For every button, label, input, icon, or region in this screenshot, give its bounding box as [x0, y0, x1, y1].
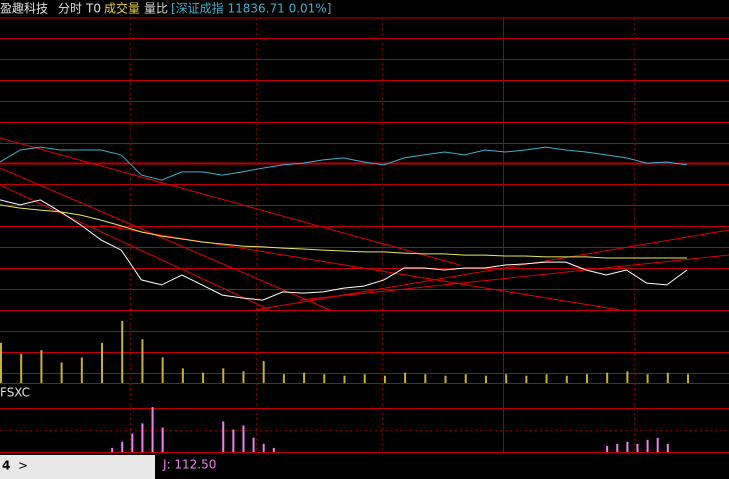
series-line — [0, 204, 687, 259]
bar — [121, 441, 124, 452]
tab[interactable]: 分时 — [58, 2, 82, 16]
stock-name: 盈趣科技 — [0, 1, 48, 16]
bar — [424, 374, 427, 383]
bar — [141, 423, 144, 452]
bar — [40, 350, 43, 383]
tab[interactable]: T0 — [85, 2, 101, 16]
trend-lines — [0, 137, 729, 311]
trend-line — [99, 224, 621, 311]
bar — [626, 441, 629, 452]
bar — [111, 447, 114, 452]
bar — [282, 374, 285, 383]
bar — [666, 443, 669, 452]
bar — [343, 375, 346, 383]
tab-bar[interactable] — [0, 455, 155, 479]
tab-number[interactable]: 4 — [2, 459, 10, 473]
trend-line — [0, 167, 331, 311]
bar — [525, 375, 528, 383]
bar — [262, 361, 265, 383]
bar — [303, 372, 306, 383]
bar — [262, 443, 265, 452]
series-line — [0, 199, 688, 301]
bar — [20, 353, 23, 383]
bar — [545, 374, 548, 383]
bar — [585, 374, 588, 383]
trend-line — [0, 137, 461, 266]
bar — [565, 375, 568, 383]
indicator-name: FSXC — [0, 386, 30, 400]
bar — [0, 342, 2, 383]
index-info: [深证成指 11836.71 0.01%] — [171, 1, 331, 16]
volume-label: 成交量 — [104, 1, 140, 16]
bar — [252, 437, 255, 452]
bar — [141, 339, 144, 383]
bar — [606, 372, 609, 383]
tab-arrow[interactable]: > — [18, 459, 28, 473]
trend-line — [299, 254, 729, 301]
bar — [444, 375, 447, 383]
bar — [666, 372, 669, 383]
bar — [151, 407, 154, 452]
bar — [272, 447, 275, 452]
bar — [181, 368, 184, 383]
bar — [121, 320, 124, 383]
bar — [363, 374, 366, 383]
bar — [636, 443, 639, 452]
bar — [222, 421, 225, 452]
bar — [161, 427, 164, 452]
bar — [242, 425, 245, 452]
bar — [202, 372, 205, 383]
bar — [484, 375, 487, 383]
bar — [626, 371, 629, 383]
bar — [687, 374, 689, 383]
bar — [161, 357, 164, 383]
bar — [505, 374, 508, 383]
trend-line — [0, 184, 271, 311]
bar — [80, 357, 83, 383]
bar — [232, 429, 235, 452]
bar — [464, 374, 467, 383]
bar — [222, 368, 225, 383]
bar — [242, 371, 245, 383]
bar — [606, 445, 609, 452]
bar — [131, 433, 134, 452]
bar — [656, 437, 659, 452]
series-line — [0, 146, 688, 181]
bar — [404, 372, 407, 383]
ratio-label: 量比 — [144, 2, 168, 16]
bar — [101, 342, 104, 383]
bar — [383, 375, 386, 383]
indicator-value: J: 112.50 — [162, 458, 216, 472]
bar — [616, 443, 619, 452]
bar — [646, 439, 649, 452]
bar — [60, 362, 63, 383]
bar — [323, 374, 326, 383]
bar — [646, 374, 649, 383]
